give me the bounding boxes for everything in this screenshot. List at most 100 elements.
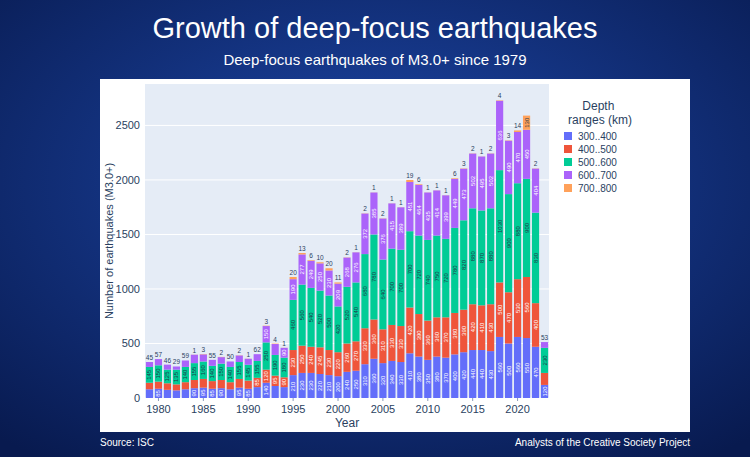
data-label: 330 [398, 338, 404, 349]
data-label: 430 [488, 322, 494, 333]
data-label: 150 [263, 329, 269, 340]
bar-segment [424, 192, 431, 193]
bar-segment [182, 360, 189, 361]
data-label: 120 [542, 386, 548, 397]
data-label: 277 [299, 264, 305, 275]
data-label: 700 [389, 281, 395, 292]
data-label: 250 [317, 271, 323, 282]
data-label: 135 [173, 371, 179, 382]
data-label: 250 [263, 350, 269, 361]
bar-segment [370, 359, 377, 398]
data-label: 1 [426, 184, 430, 191]
data-label: 1030 [497, 219, 503, 233]
data-label: 380 [434, 372, 440, 383]
x-tick [338, 398, 339, 401]
x-tick-label: 2000 [326, 403, 350, 415]
x-tick-label: 2005 [371, 403, 395, 415]
bar-segment [352, 371, 359, 398]
bar-segment [406, 308, 413, 354]
bar-segment [379, 219, 386, 260]
bar-segment [487, 351, 494, 398]
bar-segment [254, 361, 261, 378]
data-label: 249 [308, 269, 314, 280]
legend-label: 700..800 [578, 183, 617, 194]
data-label: 276 [353, 262, 359, 273]
data-label: 3 [264, 318, 268, 325]
bar-segment [433, 317, 440, 356]
bar-segment [442, 317, 449, 357]
data-label: 420 [461, 369, 467, 380]
bar-segment [146, 367, 153, 383]
data-label: 200 [335, 381, 341, 392]
bar-segment [316, 374, 323, 398]
bar-segment [505, 292, 512, 343]
bar-segment [245, 365, 252, 381]
data-label: 155 [236, 365, 242, 376]
data-label: 880 [488, 251, 494, 262]
data-label: 380 [416, 372, 422, 383]
data-label: 720 [416, 269, 422, 280]
data-label: 190 [290, 284, 296, 295]
bar-segment [460, 169, 467, 221]
data-label: 240 [308, 354, 314, 365]
bar-segment [379, 329, 386, 363]
x-tick-label: 1985 [191, 403, 215, 415]
bar-segment [281, 358, 288, 378]
bar-segment [218, 356, 225, 357]
bar-segment [146, 362, 153, 363]
data-label: 490 [506, 162, 512, 173]
data-label: 880 [470, 251, 476, 262]
bar-segment [164, 364, 171, 365]
legend-label: 500..600 [578, 157, 617, 168]
data-label: 370 [443, 372, 449, 383]
data-label: 720 [443, 272, 449, 283]
data-label: 330 [389, 337, 395, 348]
y-tick-label: 1000 [116, 283, 140, 295]
bar-segment [191, 363, 198, 380]
bar-segment [442, 239, 449, 318]
y-tick-label: 1500 [116, 228, 140, 240]
data-label: 410 [479, 322, 485, 333]
data-label: 560 [524, 302, 530, 313]
data-label: 435 [425, 211, 431, 222]
bar-segment [370, 192, 377, 234]
data-label: 870 [479, 252, 485, 263]
bar-segment [397, 250, 404, 326]
bar-segment [272, 343, 279, 344]
bar-segment [379, 363, 386, 398]
bar-segment [263, 342, 270, 369]
bar-segment [334, 306, 341, 352]
data-label: 29 [173, 358, 181, 365]
bar-segment [532, 169, 539, 213]
bar-segment [200, 388, 207, 398]
bar-segment [334, 282, 341, 283]
data-label: 330 [362, 341, 368, 352]
bar-segment [433, 190, 440, 191]
x-tick-label: 2020 [505, 403, 529, 415]
data-label: 420 [470, 321, 476, 332]
bar-segment [532, 303, 539, 347]
bar-segment [191, 355, 198, 363]
data-label: 120 [263, 371, 269, 382]
data-label: 210 [326, 381, 332, 392]
data-label: 2 [471, 145, 475, 152]
bar-segment [164, 370, 171, 384]
data-label: 310 [362, 375, 368, 386]
bar-segment [334, 376, 341, 398]
bar-segment [496, 282, 503, 337]
data-label: 473 [461, 189, 467, 200]
bar-segment [478, 350, 485, 398]
x-tick-label: 1990 [236, 403, 260, 415]
bar-segment [343, 372, 350, 398]
bar-segment [451, 354, 458, 398]
bar-segment [146, 362, 153, 367]
y-tick-label: 500 [122, 337, 140, 349]
data-label: 90 [191, 389, 197, 396]
data-label: 260 [344, 352, 350, 363]
data-label: 502 [470, 175, 476, 186]
bar-segment [451, 179, 458, 228]
bar-segment [406, 182, 413, 231]
data-label: 95 [236, 389, 242, 396]
bar-segment [496, 170, 503, 282]
bar-segment [299, 373, 306, 398]
